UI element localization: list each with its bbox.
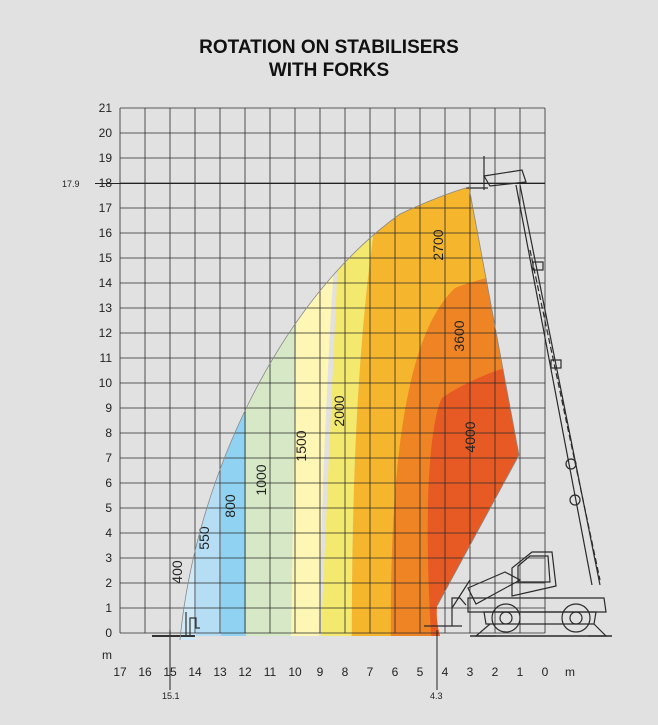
zone-label-2000: 2000 <box>331 395 347 426</box>
x-tick-label: 7 <box>367 665 374 679</box>
envelope-outline <box>179 186 520 641</box>
y-tick-label: 15 <box>99 251 113 265</box>
x-tick-label: 14 <box>188 665 202 679</box>
zone-label-800: 800 <box>222 494 238 518</box>
load-zone-2000 <box>318 187 398 640</box>
zone-label-3600: 3600 <box>451 320 467 351</box>
load-zone-3600 <box>390 187 519 640</box>
x-tick-label: 1 <box>517 665 524 679</box>
y-tick-label: 19 <box>99 151 113 165</box>
x-tick-label: 4 <box>442 665 449 679</box>
y-tick-label: 13 <box>99 301 113 315</box>
chart-title-line1: ROTATION ON STABILISERS <box>199 37 459 58</box>
annotations: 17.9 15.1 4.3 <box>62 179 545 701</box>
y-tick-label: 0 <box>105 626 112 640</box>
y-tick-label: 10 <box>99 376 113 390</box>
max-height-label: 17.9 <box>62 179 80 189</box>
load-zone-550 <box>196 187 221 640</box>
chart-title: ROTATION ON STABILISERS WITH FORKS <box>0 36 658 82</box>
zone-label-4000: 4000 <box>462 421 478 452</box>
y-tick-label: 9 <box>105 401 112 415</box>
min-reach-label: 4.3 <box>430 691 443 701</box>
load-zone-800 <box>221 187 246 640</box>
x-tick-label: 5 <box>417 665 424 679</box>
zone-label-2700: 2700 <box>430 229 446 260</box>
zone-label-400: 400 <box>169 560 185 584</box>
y-tick-label: 11 <box>100 351 113 365</box>
x-tick-label: 10 <box>288 665 302 679</box>
fork-left-icon <box>152 612 200 637</box>
x-tick-label: 11 <box>264 665 277 679</box>
y-tick-label: 7 <box>105 451 112 465</box>
y-tick-label: 21 <box>99 101 113 115</box>
telehandler-icon <box>424 156 612 637</box>
y-tick-label: 12 <box>99 326 113 340</box>
zone-label-1500: 1500 <box>293 430 309 461</box>
y-tick-label: 5 <box>105 501 112 515</box>
x-tick-label: 16 <box>138 665 152 679</box>
y-tick-label: 1 <box>105 601 112 615</box>
y-tick-label: 14 <box>99 276 113 290</box>
chart-title-line2: WITH FORKS <box>268 60 390 81</box>
x-tick-label: 2 <box>492 665 499 679</box>
y-tick-label: 6 <box>105 476 112 490</box>
x-tick-label: 8 <box>342 665 349 679</box>
x-axis: 17 16 15 14 13 12 11 10 9 8 7 6 5 4 3 2 1 0 m <box>113 665 575 679</box>
y-tick-label: 4 <box>105 526 112 540</box>
y-tick-label: 20 <box>99 126 113 140</box>
x-tick-label: 3 <box>467 665 474 679</box>
load-zone-400 <box>180 187 196 640</box>
y-tick-label: 8 <box>105 426 112 440</box>
zone-label-1000: 1000 <box>253 464 269 495</box>
y-tick-label: 16 <box>99 226 113 240</box>
x-tick-label: 0 <box>542 665 549 679</box>
x-tick-label: 6 <box>392 665 399 679</box>
x-tick-label: 13 <box>213 665 227 679</box>
y-tick-label: 3 <box>105 551 112 565</box>
max-reach-label: 15.1 <box>162 691 180 701</box>
y-tick-label: 2 <box>105 576 112 590</box>
x-tick-label: 17 <box>113 665 127 679</box>
grid <box>119 107 546 634</box>
x-tick-label: 9 <box>317 665 324 679</box>
y-tick-label: 17 <box>99 201 113 215</box>
y-unit-label: m <box>102 648 112 662</box>
x-unit-label: m <box>565 665 575 679</box>
x-tick-label: 12 <box>238 665 252 679</box>
